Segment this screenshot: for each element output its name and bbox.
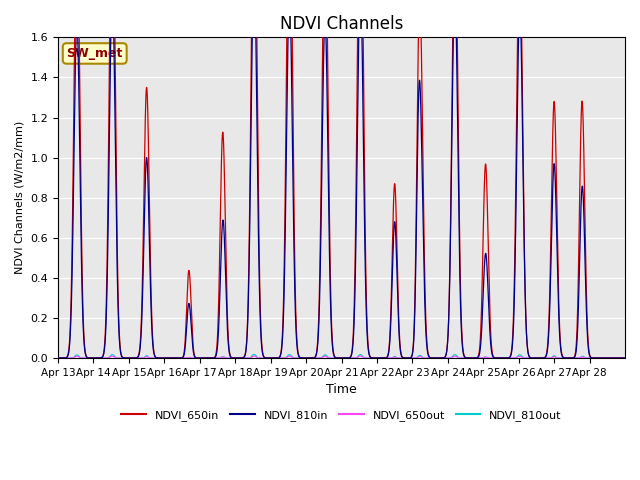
Legend: NDVI_650in, NDVI_810in, NDVI_650out, NDVI_810out: NDVI_650in, NDVI_810in, NDVI_650out, NDV… xyxy=(117,405,566,425)
Text: SW_met: SW_met xyxy=(67,47,123,60)
Title: NDVI Channels: NDVI Channels xyxy=(280,15,403,33)
X-axis label: Time: Time xyxy=(326,383,357,396)
Y-axis label: NDVI Channels (W/m2/mm): NDVI Channels (W/m2/mm) xyxy=(15,121,25,274)
